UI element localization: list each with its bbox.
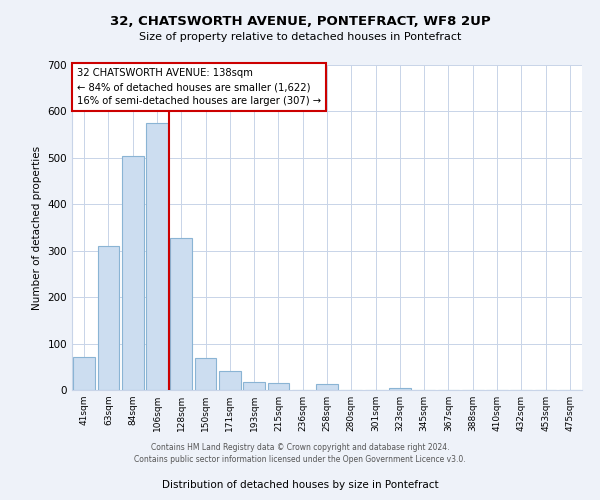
Bar xyxy=(194,358,217,390)
Bar xyxy=(316,384,338,390)
Bar xyxy=(146,123,168,390)
Bar xyxy=(170,238,192,390)
Bar xyxy=(219,372,241,390)
Bar xyxy=(243,382,265,390)
Bar xyxy=(97,246,119,390)
Bar xyxy=(73,356,95,390)
Bar xyxy=(389,388,411,390)
Text: Size of property relative to detached houses in Pontefract: Size of property relative to detached ho… xyxy=(139,32,461,42)
Bar xyxy=(268,383,289,390)
Text: 32 CHATSWORTH AVENUE: 138sqm
← 84% of detached houses are smaller (1,622)
16% of: 32 CHATSWORTH AVENUE: 138sqm ← 84% of de… xyxy=(77,68,321,106)
Bar xyxy=(122,156,143,390)
Text: Distribution of detached houses by size in Pontefract: Distribution of detached houses by size … xyxy=(161,480,439,490)
Text: 32, CHATSWORTH AVENUE, PONTEFRACT, WF8 2UP: 32, CHATSWORTH AVENUE, PONTEFRACT, WF8 2… xyxy=(110,15,490,28)
Text: Contains HM Land Registry data © Crown copyright and database right 2024.
Contai: Contains HM Land Registry data © Crown c… xyxy=(134,442,466,464)
Y-axis label: Number of detached properties: Number of detached properties xyxy=(32,146,42,310)
